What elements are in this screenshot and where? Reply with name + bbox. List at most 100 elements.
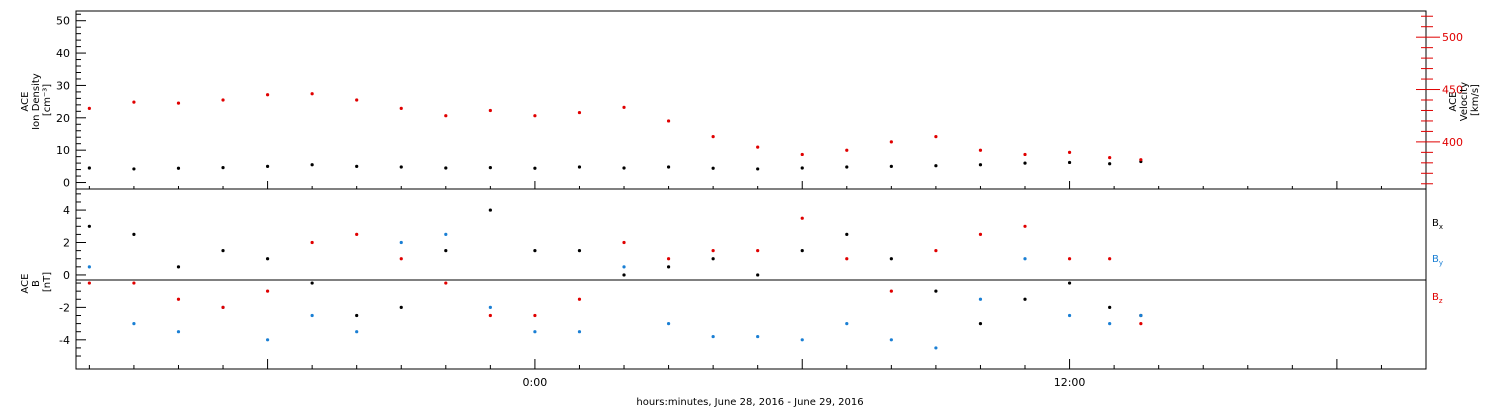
bx-point [355, 313, 359, 318]
density-point [265, 164, 270, 168]
density-point [1023, 161, 1027, 165]
lower-panel-frame [75, 188, 1427, 370]
velocity-axis-label: ACE Velocity [km/s] [1448, 79, 1481, 121]
by-point [265, 338, 270, 342]
velocity-point [622, 105, 626, 109]
legend-bx: Bx [1432, 218, 1443, 231]
velocity-point [1023, 152, 1027, 157]
legend-by-sub: y [1439, 259, 1443, 267]
by-point [1139, 313, 1143, 318]
bfield-label-line-2: B [31, 280, 42, 287]
velocity-tick-label: 500 [1442, 31, 1463, 44]
density-label-line-2: Ion Density [31, 73, 42, 130]
bx-point [622, 273, 626, 277]
bx-point [221, 249, 225, 253]
bz-point [1067, 257, 1072, 261]
density-point [845, 165, 849, 169]
velocity-point [399, 106, 403, 110]
by-point [889, 338, 893, 342]
density-tick-label: 50 [56, 15, 70, 28]
bfield-panel-data [87, 208, 1143, 350]
bz-point [176, 297, 181, 301]
by-point [1023, 257, 1027, 261]
by-point [800, 338, 804, 342]
bz-point [444, 281, 448, 285]
density-point [889, 164, 893, 168]
bx-point [711, 257, 715, 261]
density-point [221, 166, 225, 170]
by-point [1108, 321, 1112, 326]
by-point [978, 297, 983, 301]
velocity-point [1067, 150, 1072, 154]
time-axis-ticks: 0:00 12:00 [88, 181, 1427, 389]
by-point [488, 305, 492, 309]
legend-by: By [1432, 254, 1443, 267]
bz-point [1139, 321, 1143, 326]
by-point [756, 334, 760, 339]
bfield-legend: Bx By Bz [1432, 218, 1443, 305]
bx-point [1023, 297, 1027, 301]
by-point [666, 321, 671, 326]
legend-bz-sub: z [1439, 297, 1443, 305]
bz-point [1108, 257, 1112, 261]
velocity-label-line-1: ACE [1448, 92, 1459, 112]
bx-point [800, 249, 804, 253]
legend-bx-sub: x [1439, 223, 1443, 231]
bx-point [577, 249, 582, 253]
density-point [800, 166, 804, 170]
by-point [176, 330, 181, 334]
bx-point [666, 265, 671, 269]
bz-point [355, 232, 359, 237]
upper-panel-data [87, 92, 1143, 171]
velocity-point [889, 140, 893, 144]
bfield-tick-label: -4 [59, 334, 70, 347]
density-point [132, 167, 136, 171]
velocity-point [756, 145, 760, 149]
velocity-point [265, 93, 270, 97]
bz-point [756, 249, 760, 253]
velocity-point [1139, 158, 1143, 162]
density-label-line-1: ACE [20, 92, 31, 112]
bz-point [800, 216, 804, 220]
bx-point [889, 257, 893, 261]
velocity-tick-label: 450 [1442, 84, 1463, 97]
velocity-point [444, 114, 448, 118]
by-point [711, 334, 715, 339]
bx-point [934, 289, 938, 293]
by-point [533, 330, 537, 334]
by-point [622, 265, 626, 269]
density-point [577, 165, 582, 169]
density-point [756, 167, 760, 171]
time-axis-label: hours:minutes, June 28, 2016 - June 29, … [636, 397, 863, 408]
legend-by-symbol: B [1432, 254, 1439, 265]
bx-point [176, 265, 181, 269]
bz-point [711, 249, 715, 253]
bx-point [978, 321, 983, 326]
by-point [132, 321, 136, 326]
bx-point [310, 281, 314, 285]
bz-point [87, 281, 91, 285]
bz-point [666, 257, 671, 261]
density-point [310, 163, 314, 167]
by-point [310, 313, 314, 318]
bfield-tick-label: 2 [63, 237, 70, 250]
bz-point [845, 257, 849, 261]
density-point [1108, 162, 1112, 166]
density-point [355, 164, 359, 168]
bx-point [265, 257, 270, 261]
density-tick-label: 10 [56, 144, 70, 157]
upper-panel-ticks: 0 10 20 30 40 50 [56, 13, 86, 190]
by-point [934, 346, 938, 350]
by-point [1067, 313, 1072, 318]
time-tick-label: 0:00 [523, 376, 548, 389]
bx-point [444, 249, 448, 253]
bfield-label-line-1: ACE [20, 274, 31, 294]
velocity-point [845, 148, 849, 152]
density-tick-label: 40 [56, 47, 70, 60]
density-point [622, 166, 626, 170]
density-point [711, 166, 715, 170]
density-point [399, 165, 403, 169]
density-axis-label: ACE Ion Density [cm⁻³] [20, 70, 53, 130]
legend-bz: Bz [1432, 292, 1443, 305]
